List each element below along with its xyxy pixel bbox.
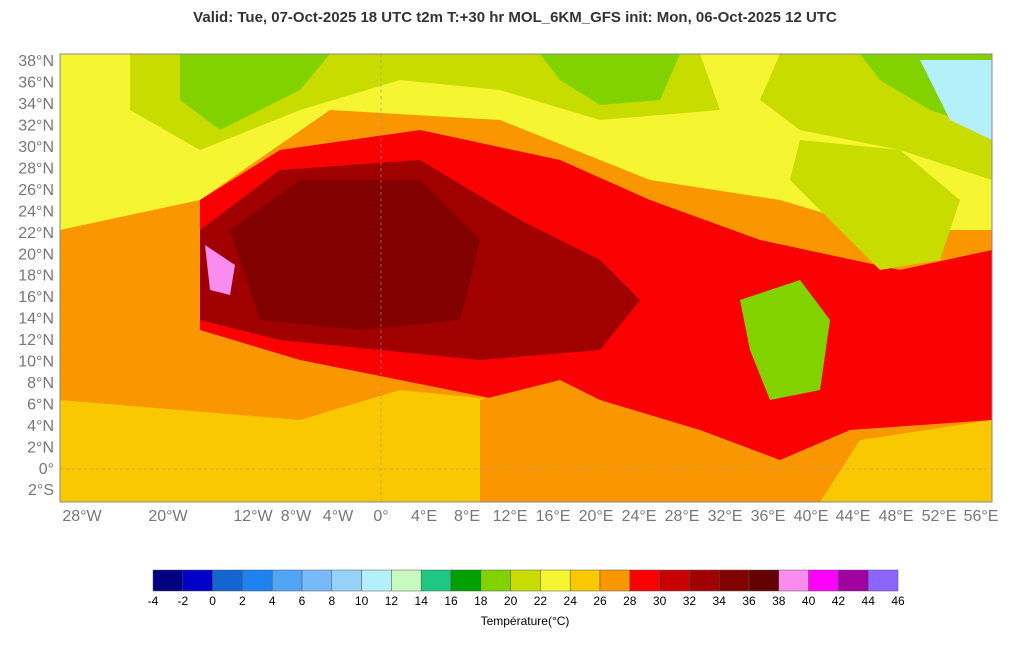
lat-label: 34°N (18, 96, 54, 113)
colorbar-swatch (659, 569, 690, 592)
colorbar-label: 18 (474, 594, 488, 608)
colorbar-swatch (271, 569, 303, 592)
colorbar-label: 40 (802, 594, 816, 608)
lon-label: 12°W (233, 508, 273, 525)
lat-label: 26°N (18, 182, 54, 199)
colorbar-swatch (838, 569, 869, 592)
colorbar-swatch (480, 569, 511, 592)
colorbar-swatch (689, 569, 720, 592)
lon-label: 8°E (454, 508, 480, 525)
colorbar-swatch (748, 569, 780, 592)
colorbar-label: 34 (713, 594, 727, 608)
colorbar-label: 32 (683, 594, 697, 608)
colorbar-label: 2 (239, 594, 246, 608)
lat-label: 18°N (18, 268, 54, 285)
colorbar-swatch (599, 569, 631, 592)
colorbar-label: 10 (355, 594, 369, 608)
graticule (60, 54, 992, 502)
lon-label: 0° (373, 508, 388, 525)
colorbar-label: 24 (564, 594, 578, 608)
colorbar-swatch (867, 569, 899, 592)
colorbar-label: 14 (415, 594, 429, 608)
lon-label: 36°E (751, 508, 786, 525)
colorbar-swatch (718, 569, 750, 592)
colorbar-swatch (152, 569, 184, 592)
colorbar-label: -2 (177, 594, 188, 608)
lon-label: 20°W (148, 508, 188, 525)
lat-label: 4°N (27, 418, 54, 435)
lat-label: 38°N (18, 53, 54, 70)
colorbar-swatch (242, 569, 273, 592)
lon-label: 56°E (964, 508, 999, 525)
lon-label: 8°W (281, 508, 312, 525)
colorbar-swatch (301, 569, 333, 592)
lat-label: 14°N (18, 311, 54, 328)
lat-label: 28°N (18, 160, 54, 177)
colorbar-swatch (391, 569, 422, 592)
colorbar-label: 22 (534, 594, 548, 608)
colorbar-swatch (540, 569, 571, 592)
colorbar-swatch (450, 569, 482, 592)
colorbar-label: 38 (772, 594, 786, 608)
colorbar-label: 42 (832, 594, 846, 608)
colorbar-title: Température(°C) (481, 614, 570, 628)
colorbar-label: -4 (148, 594, 159, 608)
colorbar-label: 26 (593, 594, 607, 608)
colorbar-swatch (808, 569, 839, 592)
colorbar-label: 16 (444, 594, 458, 608)
lat-label: 30°N (18, 139, 54, 156)
lon-label: 48°E (879, 508, 914, 525)
lat-label: 24°N (18, 203, 54, 220)
colorbar-label: 0 (209, 594, 216, 608)
lat-label: 8°N (27, 375, 54, 392)
colorbar-label: 30 (653, 594, 667, 608)
lon-label: 24°E (622, 508, 657, 525)
colorbar-label: 8 (328, 594, 335, 608)
lat-label: 10°N (18, 354, 54, 371)
lon-label: 4°E (411, 508, 437, 525)
map (60, 54, 992, 502)
lon-label: 12°E (493, 508, 528, 525)
lon-label: 32°E (708, 508, 743, 525)
colorbar-swatch (212, 569, 243, 592)
colorbar-swatch (182, 569, 213, 592)
colorbar-label: 36 (742, 594, 756, 608)
colorbar-swatch (331, 569, 362, 592)
colorbar-swatch (361, 569, 392, 592)
lon-label: 52°E (922, 508, 957, 525)
lat-label: 32°N (18, 118, 54, 135)
lon-label: 16°E (536, 508, 571, 525)
lon-label: 28°W (62, 508, 102, 525)
lat-label: 2°N (27, 439, 54, 456)
lat-label: 20°N (18, 246, 54, 263)
lat-label: 0° (39, 461, 54, 478)
colorbar-label: 20 (504, 594, 518, 608)
lat-label: 12°N (18, 332, 54, 349)
colorbar-swatch (420, 569, 452, 592)
lon-label: 20°E (579, 508, 614, 525)
colorbar-label: 28 (623, 594, 637, 608)
colorbar-label: 44 (862, 594, 876, 608)
lat-label: 36°N (18, 75, 54, 92)
colorbar-swatch (629, 569, 660, 592)
map-frame (59, 53, 993, 503)
lon-label: 4°W (323, 508, 354, 525)
lat-label: 16°N (18, 289, 54, 306)
colorbar-label: 46 (891, 594, 905, 608)
lat-label: 2°S (28, 482, 54, 499)
lon-label: 28°E (665, 508, 700, 525)
lon-label: 44°E (836, 508, 871, 525)
colorbar-swatch (569, 569, 601, 592)
colorbar-label: 12 (385, 594, 399, 608)
colorbar-label: 4 (269, 594, 276, 608)
lon-label: 40°E (794, 508, 829, 525)
title: Valid: Tue, 07-Oct-2025 18 UTC t2m T:+30… (193, 9, 837, 26)
colorbar-swatch (778, 569, 809, 592)
colorbar: -4 -2 0 2 4 6 8 10 12 14 16 18 20 22 24 26 28 30 32 34 36 38 4… (148, 569, 905, 608)
lat-label: 22°N (18, 225, 54, 242)
colorbar-label: 6 (299, 594, 306, 608)
colorbar-swatch (510, 569, 541, 592)
lat-label: 6°N (27, 396, 54, 413)
